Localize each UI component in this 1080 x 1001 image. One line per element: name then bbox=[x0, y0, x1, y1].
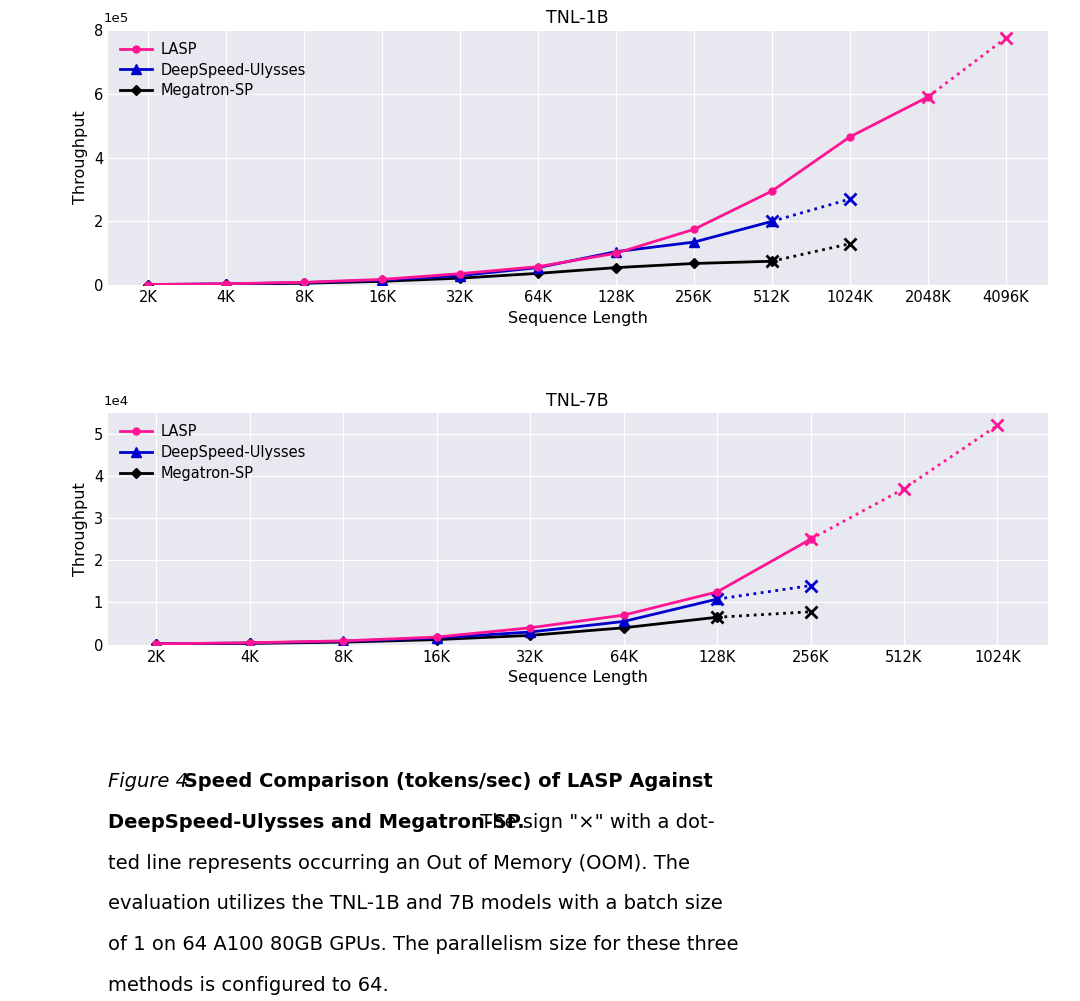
Legend: LASP, DeepSpeed-Ulysses, Megatron-SP: LASP, DeepSpeed-Ulysses, Megatron-SP bbox=[116, 420, 310, 485]
Text: of 1 on 64 A100 80GB GPUs. The parallelism size for these three: of 1 on 64 A100 80GB GPUs. The paralleli… bbox=[108, 935, 739, 954]
Text: evaluation utilizes the TNL-1B and 7B models with a batch size: evaluation utilizes the TNL-1B and 7B mo… bbox=[108, 894, 723, 913]
X-axis label: Sequence Length: Sequence Length bbox=[508, 670, 648, 685]
Text: 1e4: 1e4 bbox=[104, 395, 129, 408]
Text: ted line represents occurring an Out of Memory (OOM). The: ted line represents occurring an Out of … bbox=[108, 854, 690, 873]
Y-axis label: Throughput: Throughput bbox=[73, 481, 89, 576]
Text: The sign "×" with a dot-: The sign "×" with a dot- bbox=[474, 813, 715, 832]
Text: Speed Comparison (tokens/sec) of LASP Against: Speed Comparison (tokens/sec) of LASP Ag… bbox=[177, 772, 713, 791]
Text: methods is configured to 64.: methods is configured to 64. bbox=[108, 976, 389, 995]
X-axis label: Sequence Length: Sequence Length bbox=[508, 310, 648, 325]
Text: 1e5: 1e5 bbox=[104, 12, 129, 25]
Text: DeepSpeed-Ulysses and Megatron-SP.: DeepSpeed-Ulysses and Megatron-SP. bbox=[108, 813, 525, 832]
Title: TNL-1B: TNL-1B bbox=[546, 9, 609, 27]
Y-axis label: Throughput: Throughput bbox=[73, 111, 89, 204]
Title: TNL-7B: TNL-7B bbox=[546, 391, 609, 409]
Text: Figure 4.: Figure 4. bbox=[108, 772, 194, 791]
Legend: LASP, DeepSpeed-Ulysses, Megatron-SP: LASP, DeepSpeed-Ulysses, Megatron-SP bbox=[116, 37, 310, 103]
